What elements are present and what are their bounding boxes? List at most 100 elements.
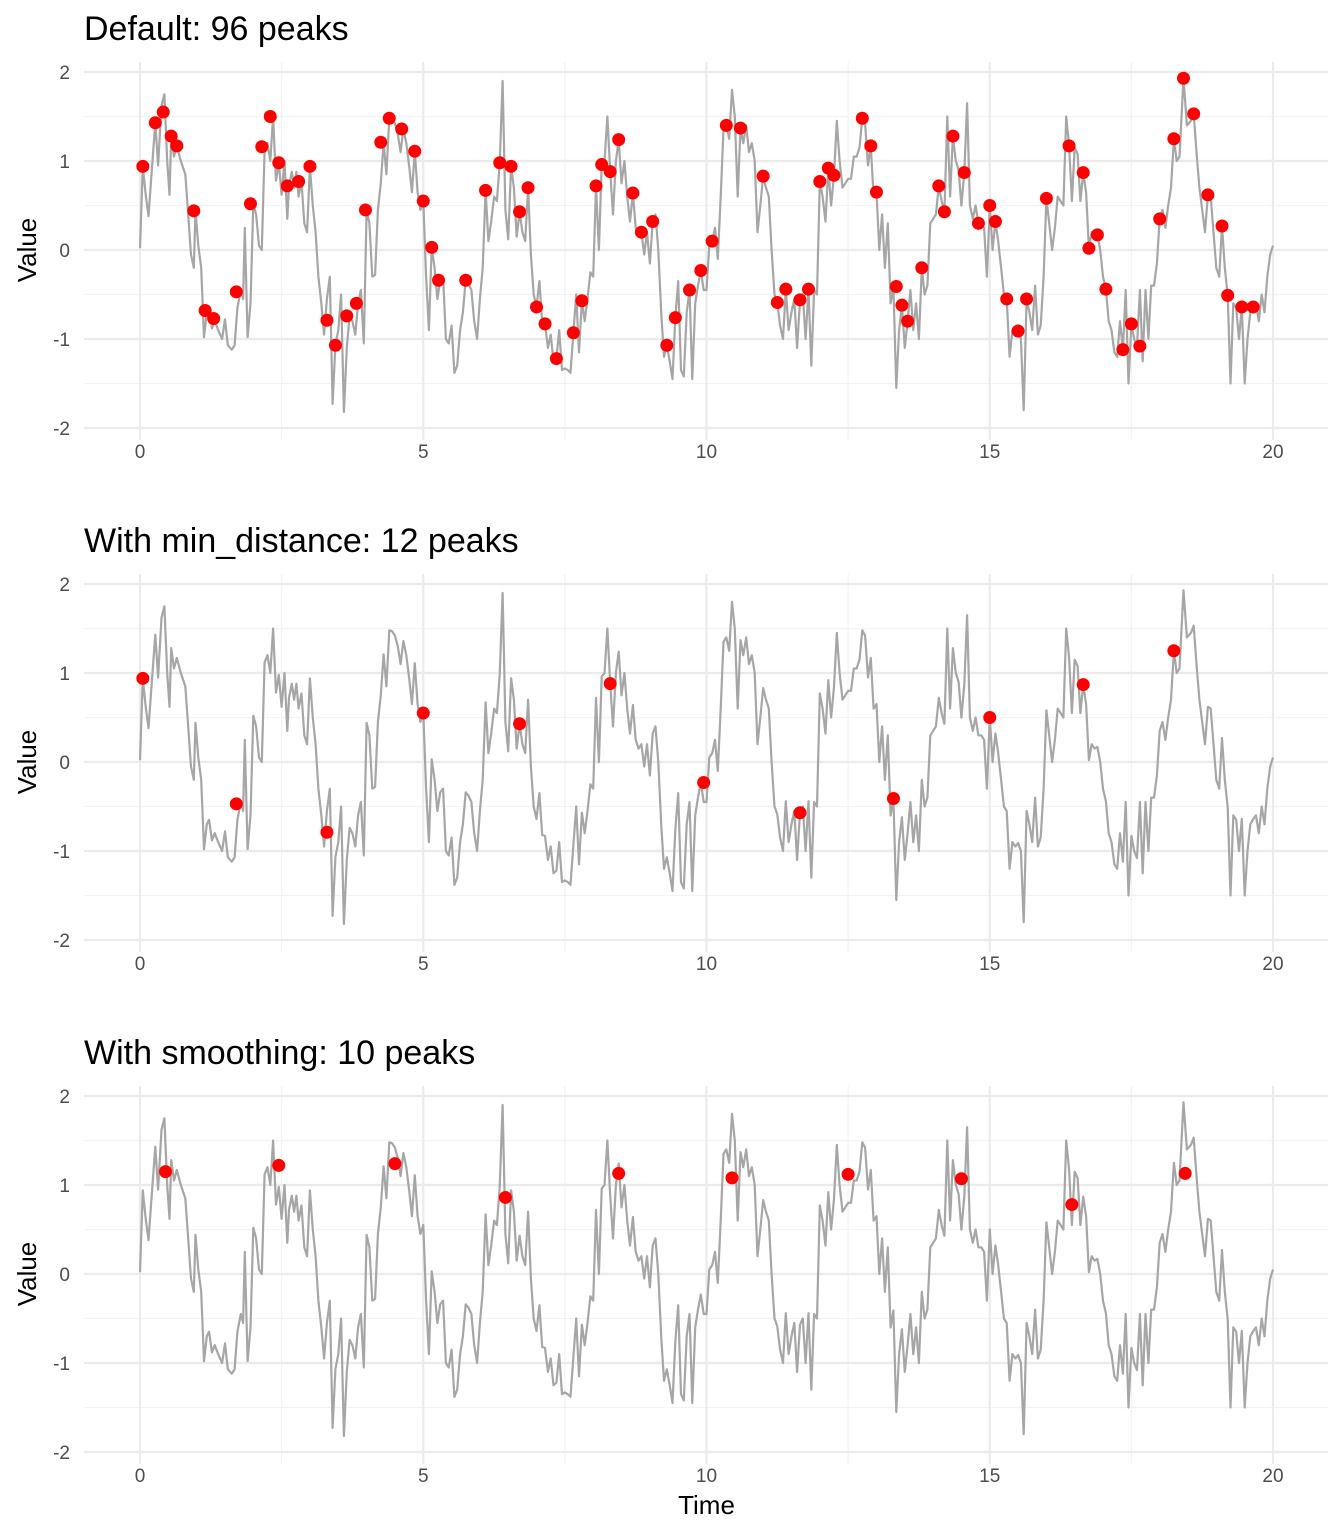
peak-point [983,711,997,724]
peak-point [156,105,170,119]
peak-point [1167,132,1181,146]
x-axis-label: Time [678,1490,735,1520]
y-tick-label: -1 [53,842,70,863]
peak-point [1133,339,1147,353]
peak-point [479,183,493,197]
peak-point [388,1157,402,1171]
peak-point [668,311,682,325]
peak-point [646,215,660,229]
peak-point [292,174,306,188]
peak-point [756,169,770,183]
peak-point [425,240,439,254]
peak-point [416,706,430,720]
peak-point [320,313,334,327]
x-tick-label: 20 [1262,1466,1283,1487]
peak-point [493,156,507,170]
peak-point [280,179,294,193]
peak-point [432,273,446,287]
peak-point [603,677,617,691]
peak-point [263,110,277,123]
y-tick-label: -2 [53,419,70,440]
peak-point [937,205,951,219]
peak-point [229,285,243,299]
y-tick-label: -1 [53,1354,70,1375]
peak-point [841,1167,855,1181]
peak-point [349,296,363,310]
peak-point [538,317,552,331]
peak-point [513,717,527,731]
peak-point [303,159,317,173]
y-tick-label: -1 [53,330,70,351]
x-tick-label: 10 [696,1466,717,1487]
peak-point [634,225,648,239]
peak-point [1065,1198,1079,1212]
peak-point [243,197,257,211]
peak-point [886,791,900,805]
y-tick-label: 0 [59,1265,70,1286]
peak-point [694,263,708,277]
peak-point [1090,228,1104,242]
y-tick-label: 1 [59,152,70,173]
peak-point [988,215,1002,229]
y-tick-label: 2 [59,63,70,84]
peak-point [779,282,793,296]
peak-point [626,186,640,200]
peak-point [793,806,807,820]
peak-point [187,204,201,218]
peak-point [612,133,626,147]
peak-point [1011,324,1025,338]
peak-point [1153,212,1167,226]
signal-line [138,1101,1275,1438]
peak-point [504,159,518,173]
peak-point [136,159,150,173]
x-tick-label: 0 [135,1466,146,1487]
x-tick-label: 15 [979,954,1000,975]
x-tick-label: 15 [979,1466,1000,1487]
peak-point [915,261,929,275]
x-tick-label: 20 [1262,442,1283,463]
peak-point [498,1190,512,1204]
peak-point [1176,71,1190,85]
peak-point [255,140,269,154]
peak-point [855,111,869,125]
peak-point [358,203,372,217]
peak-point [229,797,243,811]
x-tick-label: 10 [696,954,717,975]
x-tick-label: 5 [418,1466,429,1487]
peak-point [864,139,878,153]
y-tick-label: 2 [59,1087,70,1108]
peak-point [954,1172,968,1186]
peak-point [513,205,527,219]
peak-point [328,338,342,352]
peak-point [198,304,212,318]
peak-point [158,1165,172,1179]
peak-point [1178,1166,1192,1180]
peak-point [340,309,354,323]
peak-point [374,135,388,149]
peak-point [983,199,997,212]
peak-point [320,825,334,839]
peak-point [1076,678,1090,692]
peak-point [1082,241,1096,255]
peak-point [575,294,589,308]
peak-point [521,181,535,195]
peak-point [957,166,971,180]
y-axis-label: Value [12,730,42,795]
peak-point [889,279,903,293]
y-tick-label: -2 [53,931,70,952]
peak-point [566,326,580,340]
peak-point [705,234,719,248]
peak-point [1000,292,1014,306]
signal-line [138,77,1275,414]
peak-point [1246,300,1260,314]
peak-point [1099,282,1113,296]
peak-point [971,216,985,230]
peak-point [1221,288,1235,302]
peak-point [1062,139,1076,153]
peak-point [733,121,747,135]
peak-point [895,298,909,312]
